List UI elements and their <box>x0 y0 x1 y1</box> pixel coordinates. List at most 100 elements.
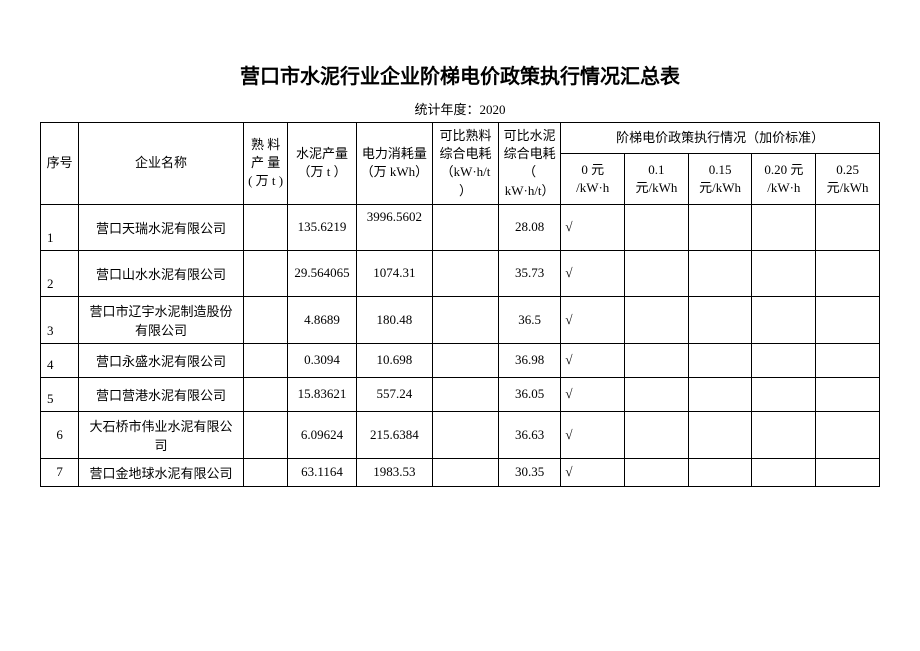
cell-tier-3 <box>752 204 816 250</box>
cell-seq: 5 <box>41 377 79 411</box>
table-row: 3 营口市辽宇水泥制造股份有限公司 4.8689 180.48 36.5 √ <box>41 296 880 343</box>
cell-tier-4 <box>816 296 880 343</box>
cell-tier-4 <box>816 250 880 296</box>
header-clinker-rate: 可比熟料综合电耗（kW·h/t ） <box>433 123 499 205</box>
cell-tier-2 <box>688 377 752 411</box>
cell-tier-3 <box>752 458 816 486</box>
cell-cement-rate: 30.35 <box>498 458 560 486</box>
cell-cement-rate: 28.08 <box>498 204 560 250</box>
cell-tier-1 <box>625 250 689 296</box>
cell-tier-0: √ <box>561 458 625 486</box>
cell-clinker <box>243 343 288 377</box>
cell-clinker-rate <box>433 377 499 411</box>
cell-tier-4 <box>816 204 880 250</box>
header-cement-rate: 可比水泥综合电耗（ kW·h/t） <box>498 123 560 205</box>
cell-tier-1 <box>625 377 689 411</box>
cell-tier-4 <box>816 377 880 411</box>
header-clinker: 熟 料 产 量 ( 万 t ) <box>243 123 288 205</box>
cell-clinker <box>243 204 288 250</box>
cell-tier-1 <box>625 296 689 343</box>
cell-company: 营口营港水泥有限公司 <box>79 377 244 411</box>
cell-power: 557.24 <box>356 377 432 411</box>
cell-clinker <box>243 296 288 343</box>
cell-cement: 15.83621 <box>288 377 356 411</box>
table-row: 5 营口营港水泥有限公司 15.83621 557.24 36.05 √ <box>41 377 880 411</box>
cell-company: 营口永盛水泥有限公司 <box>79 343 244 377</box>
cell-tier-0: √ <box>561 250 625 296</box>
cell-tier-1 <box>625 204 689 250</box>
cell-tier-3 <box>752 250 816 296</box>
cell-seq: 4 <box>41 343 79 377</box>
header-tier-3: 0.20 元 /kW·h <box>752 153 816 204</box>
cell-cement: 63.1164 <box>288 458 356 486</box>
cell-clinker-rate <box>433 296 499 343</box>
cell-cement: 4.8689 <box>288 296 356 343</box>
cell-seq: 6 <box>41 411 79 458</box>
header-tier-4: 0.25 元/kWh <box>816 153 880 204</box>
cell-tier-3 <box>752 296 816 343</box>
cell-cement: 6.09624 <box>288 411 356 458</box>
cell-clinker-rate <box>433 343 499 377</box>
cell-tier-3 <box>752 377 816 411</box>
cell-company: 营口金地球水泥有限公司 <box>79 458 244 486</box>
summary-table: 序号 企业名称 熟 料 产 量 ( 万 t ) 水泥产量（万 t ） 电力消耗量… <box>40 122 880 487</box>
cell-clinker <box>243 458 288 486</box>
page-title: 营口市水泥行业企业阶梯电价政策执行情况汇总表 <box>40 60 880 89</box>
cell-power: 3996.5602 <box>356 204 432 250</box>
cell-seq: 7 <box>41 458 79 486</box>
header-company: 企业名称 <box>79 123 244 205</box>
cell-power: 1074.31 <box>356 250 432 296</box>
cell-tier-0: √ <box>561 204 625 250</box>
cell-tier-2 <box>688 296 752 343</box>
header-power: 电力消耗量（万 kWh） <box>356 123 432 205</box>
cell-tier-2 <box>688 343 752 377</box>
header-tier-2: 0.15 元/kWh <box>688 153 752 204</box>
cell-seq: 1 <box>41 204 79 250</box>
cell-cement-rate: 36.98 <box>498 343 560 377</box>
table-row: 7 营口金地球水泥有限公司 63.1164 1983.53 30.35 √ <box>41 458 880 486</box>
header-seq: 序号 <box>41 123 79 205</box>
cell-seq: 2 <box>41 250 79 296</box>
cell-tier-3 <box>752 343 816 377</box>
cell-clinker <box>243 377 288 411</box>
cell-clinker <box>243 411 288 458</box>
cell-tier-1 <box>625 343 689 377</box>
table-row: 1 营口天瑞水泥有限公司 135.6219 3996.5602 28.08 √ <box>41 204 880 250</box>
cell-cement: 29.564065 <box>288 250 356 296</box>
table-row: 2 营口山水水泥有限公司 29.564065 1074.31 35.73 √ <box>41 250 880 296</box>
cell-company: 营口山水水泥有限公司 <box>79 250 244 296</box>
table-row: 6 大石桥市伟业水泥有限公司 6.09624 215.6384 36.63 √ <box>41 411 880 458</box>
header-cement: 水泥产量（万 t ） <box>288 123 356 205</box>
cell-tier-1 <box>625 458 689 486</box>
cell-tier-1 <box>625 411 689 458</box>
header-tier-group: 阶梯电价政策执行情况（加价标准） <box>561 123 880 154</box>
cell-cement-rate: 36.05 <box>498 377 560 411</box>
cell-tier-0: √ <box>561 411 625 458</box>
cell-cement-rate: 36.5 <box>498 296 560 343</box>
cell-power: 1983.53 <box>356 458 432 486</box>
cell-company: 大石桥市伟业水泥有限公司 <box>79 411 244 458</box>
cell-cement: 135.6219 <box>288 204 356 250</box>
cell-tier-2 <box>688 204 752 250</box>
cell-clinker-rate <box>433 458 499 486</box>
cell-tier-4 <box>816 458 880 486</box>
cell-clinker-rate <box>433 250 499 296</box>
table-body: 1 营口天瑞水泥有限公司 135.6219 3996.5602 28.08 √ … <box>41 204 880 486</box>
cell-tier-2 <box>688 458 752 486</box>
cell-seq: 3 <box>41 296 79 343</box>
header-tier-1: 0.1 元/kWh <box>625 153 689 204</box>
cell-clinker <box>243 250 288 296</box>
cell-tier-4 <box>816 411 880 458</box>
cell-tier-2 <box>688 250 752 296</box>
table-row: 4 营口永盛水泥有限公司 0.3094 10.698 36.98 √ <box>41 343 880 377</box>
header-tier-0: 0 元 /kW·h <box>561 153 625 204</box>
cell-tier-0: √ <box>561 296 625 343</box>
cell-clinker-rate <box>433 411 499 458</box>
cell-company: 营口市辽宇水泥制造股份有限公司 <box>79 296 244 343</box>
cell-tier-0: √ <box>561 377 625 411</box>
cell-cement-rate: 35.73 <box>498 250 560 296</box>
cell-tier-3 <box>752 411 816 458</box>
cell-power: 215.6384 <box>356 411 432 458</box>
cell-tier-0: √ <box>561 343 625 377</box>
cell-company: 营口天瑞水泥有限公司 <box>79 204 244 250</box>
